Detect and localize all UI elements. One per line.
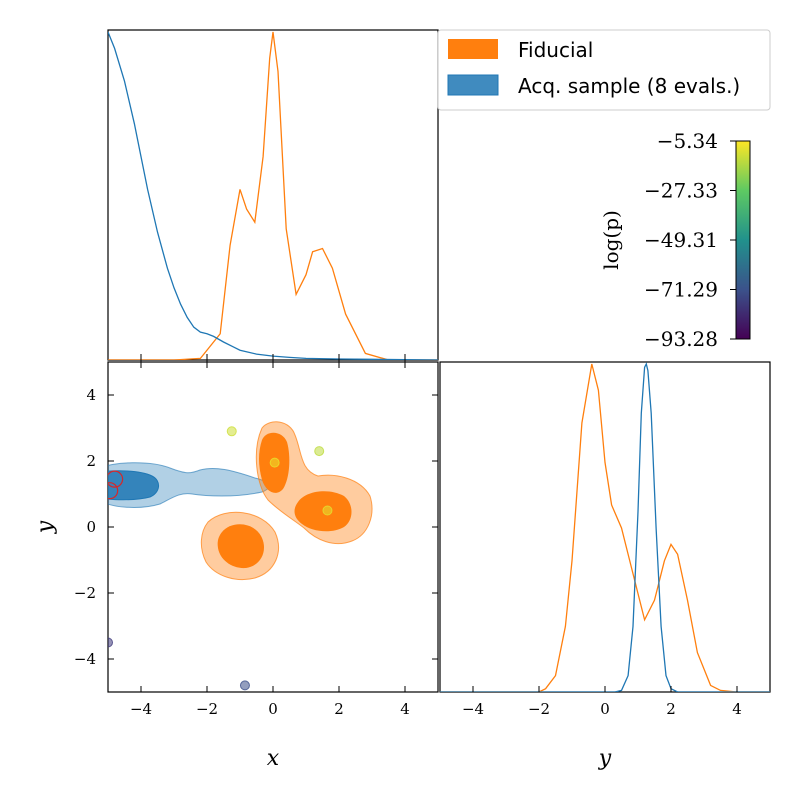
bl-x-tick-label: 4 bbox=[400, 700, 410, 718]
sample-point-4 bbox=[108, 637, 113, 648]
br-x-tick-label: 4 bbox=[732, 700, 742, 718]
acq-point-0 bbox=[108, 470, 124, 488]
bl-x-tick-label: −2 bbox=[196, 700, 218, 718]
bl-y-tick-label: 0 bbox=[86, 518, 96, 536]
br-x-tick-label: −4 bbox=[462, 700, 484, 718]
sample-point-0 bbox=[226, 426, 237, 437]
x-marginal-acq-line bbox=[108, 31, 438, 360]
bl-x-tick-label: −4 bbox=[130, 700, 152, 718]
panel-joint bbox=[107, 361, 439, 693]
sample-point-1 bbox=[314, 446, 325, 457]
colorbar-tick-label: −93.28 bbox=[644, 327, 718, 351]
panel-x-marginal bbox=[107, 29, 439, 361]
legend: Fiducial Acq. sample (8 evals.) bbox=[437, 29, 771, 111]
sample-point-2 bbox=[269, 457, 280, 468]
legend-swatch-acq bbox=[447, 74, 499, 96]
colorbar: −5.34 −27.33 −49.31 −71.29 −93.28 log(p) bbox=[599, 129, 751, 351]
br-x-tick-label: 2 bbox=[666, 700, 676, 718]
legend-swatch-fiducial bbox=[448, 39, 498, 59]
br-x-tick-label: −2 bbox=[528, 700, 550, 718]
bl-y-tick-label: 2 bbox=[86, 452, 96, 470]
y-marginal-fiducial-line bbox=[440, 363, 770, 692]
legend-frame bbox=[437, 29, 771, 111]
colorbar-tick-label: −5.34 bbox=[657, 129, 718, 153]
colorbar-label: log(p) bbox=[599, 210, 623, 270]
colorbar-bar bbox=[735, 140, 751, 340]
legend-label-acq: Acq. sample (8 evals.) bbox=[518, 74, 740, 98]
sample-point-5 bbox=[239, 680, 250, 691]
joint-contours bbox=[108, 421, 373, 581]
bl-x-tick-label: 0 bbox=[268, 700, 278, 718]
sample-point-3 bbox=[322, 505, 333, 516]
y-axis-label-bottom: y bbox=[598, 746, 612, 771]
bl-x-tick-label: 2 bbox=[334, 700, 344, 718]
colorbar-tick-label: −49.31 bbox=[644, 228, 718, 252]
acq-point-1 bbox=[108, 482, 119, 500]
fiducial-contour-inner-bottom bbox=[217, 524, 265, 569]
colorbar-tick-label: −71.29 bbox=[644, 277, 718, 301]
br-x-tick-label: 0 bbox=[600, 700, 610, 718]
legend-label-fiducial: Fiducial bbox=[518, 38, 593, 62]
y-axis-label-left: y bbox=[33, 520, 58, 534]
bl-y-tick-label: 4 bbox=[86, 386, 96, 404]
bl-y-tick-label: −2 bbox=[74, 584, 96, 602]
y-marginal-acq-line bbox=[440, 362, 770, 692]
x-marginal-fiducial-line bbox=[108, 31, 438, 360]
colorbar-tick-label: −27.33 bbox=[644, 179, 718, 203]
panel-y-marginal bbox=[439, 361, 771, 693]
bl-y-tick-label: −4 bbox=[74, 650, 96, 668]
x-axis-label: x bbox=[267, 746, 280, 771]
acq-contour-inner bbox=[108, 470, 159, 501]
